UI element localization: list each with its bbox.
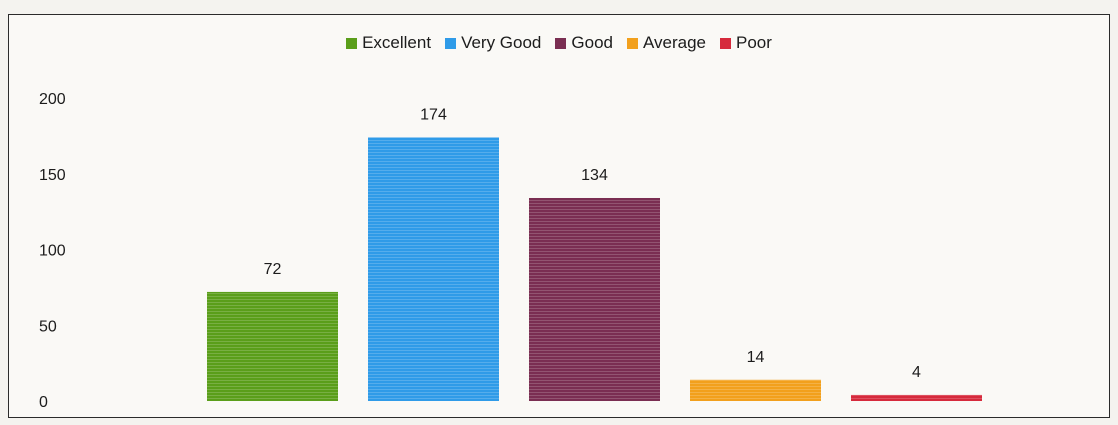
- legend-label-excellent: Excellent: [362, 33, 432, 52]
- legend-item-poor: Poor: [720, 33, 772, 53]
- legend-label-average: Average: [642, 33, 706, 52]
- bar-poor: [851, 394, 982, 401]
- legend-item-excellent: Excellent: [346, 33, 431, 53]
- y-tick-label: 0: [39, 394, 48, 411]
- bar-plot: 0 50 100 150 200 72 174 134 14 4: [39, 91, 982, 411]
- chart-frame: Excellent Very Good Good Average Poor 0 5…: [8, 14, 1110, 418]
- y-tick-label: 150: [39, 167, 66, 184]
- legend-swatch-poor: [720, 37, 731, 49]
- y-tick-label: 50: [39, 318, 57, 335]
- legend-item-average: Average: [626, 33, 706, 53]
- data-label-good: 134: [581, 167, 608, 184]
- y-tick-label: 100: [39, 243, 66, 260]
- bar-good: [529, 197, 660, 401]
- legend-label-good: Good: [571, 33, 613, 52]
- bar-excellent: [207, 291, 338, 401]
- data-label-very-good: 174: [420, 106, 447, 123]
- chart-legend: Excellent Very Good Good Average Poor: [9, 33, 1109, 53]
- legend-swatch-very-good: [445, 37, 457, 49]
- bar-average: [690, 379, 821, 401]
- legend-item-very-good: Very Good: [445, 33, 541, 53]
- legend-label-very-good: Very Good: [461, 33, 542, 52]
- legend-swatch-good: [555, 37, 567, 49]
- legend-label-poor: Poor: [736, 33, 772, 52]
- legend-swatch-average: [626, 37, 638, 49]
- data-label-excellent: 72: [264, 261, 282, 278]
- legend-swatch-excellent: [346, 37, 358, 49]
- data-label-poor: 4: [912, 364, 921, 381]
- y-tick-label: 200: [39, 91, 66, 108]
- legend-item-good: Good: [555, 33, 613, 53]
- bar-very-good: [368, 137, 499, 401]
- data-label-average: 14: [747, 349, 765, 366]
